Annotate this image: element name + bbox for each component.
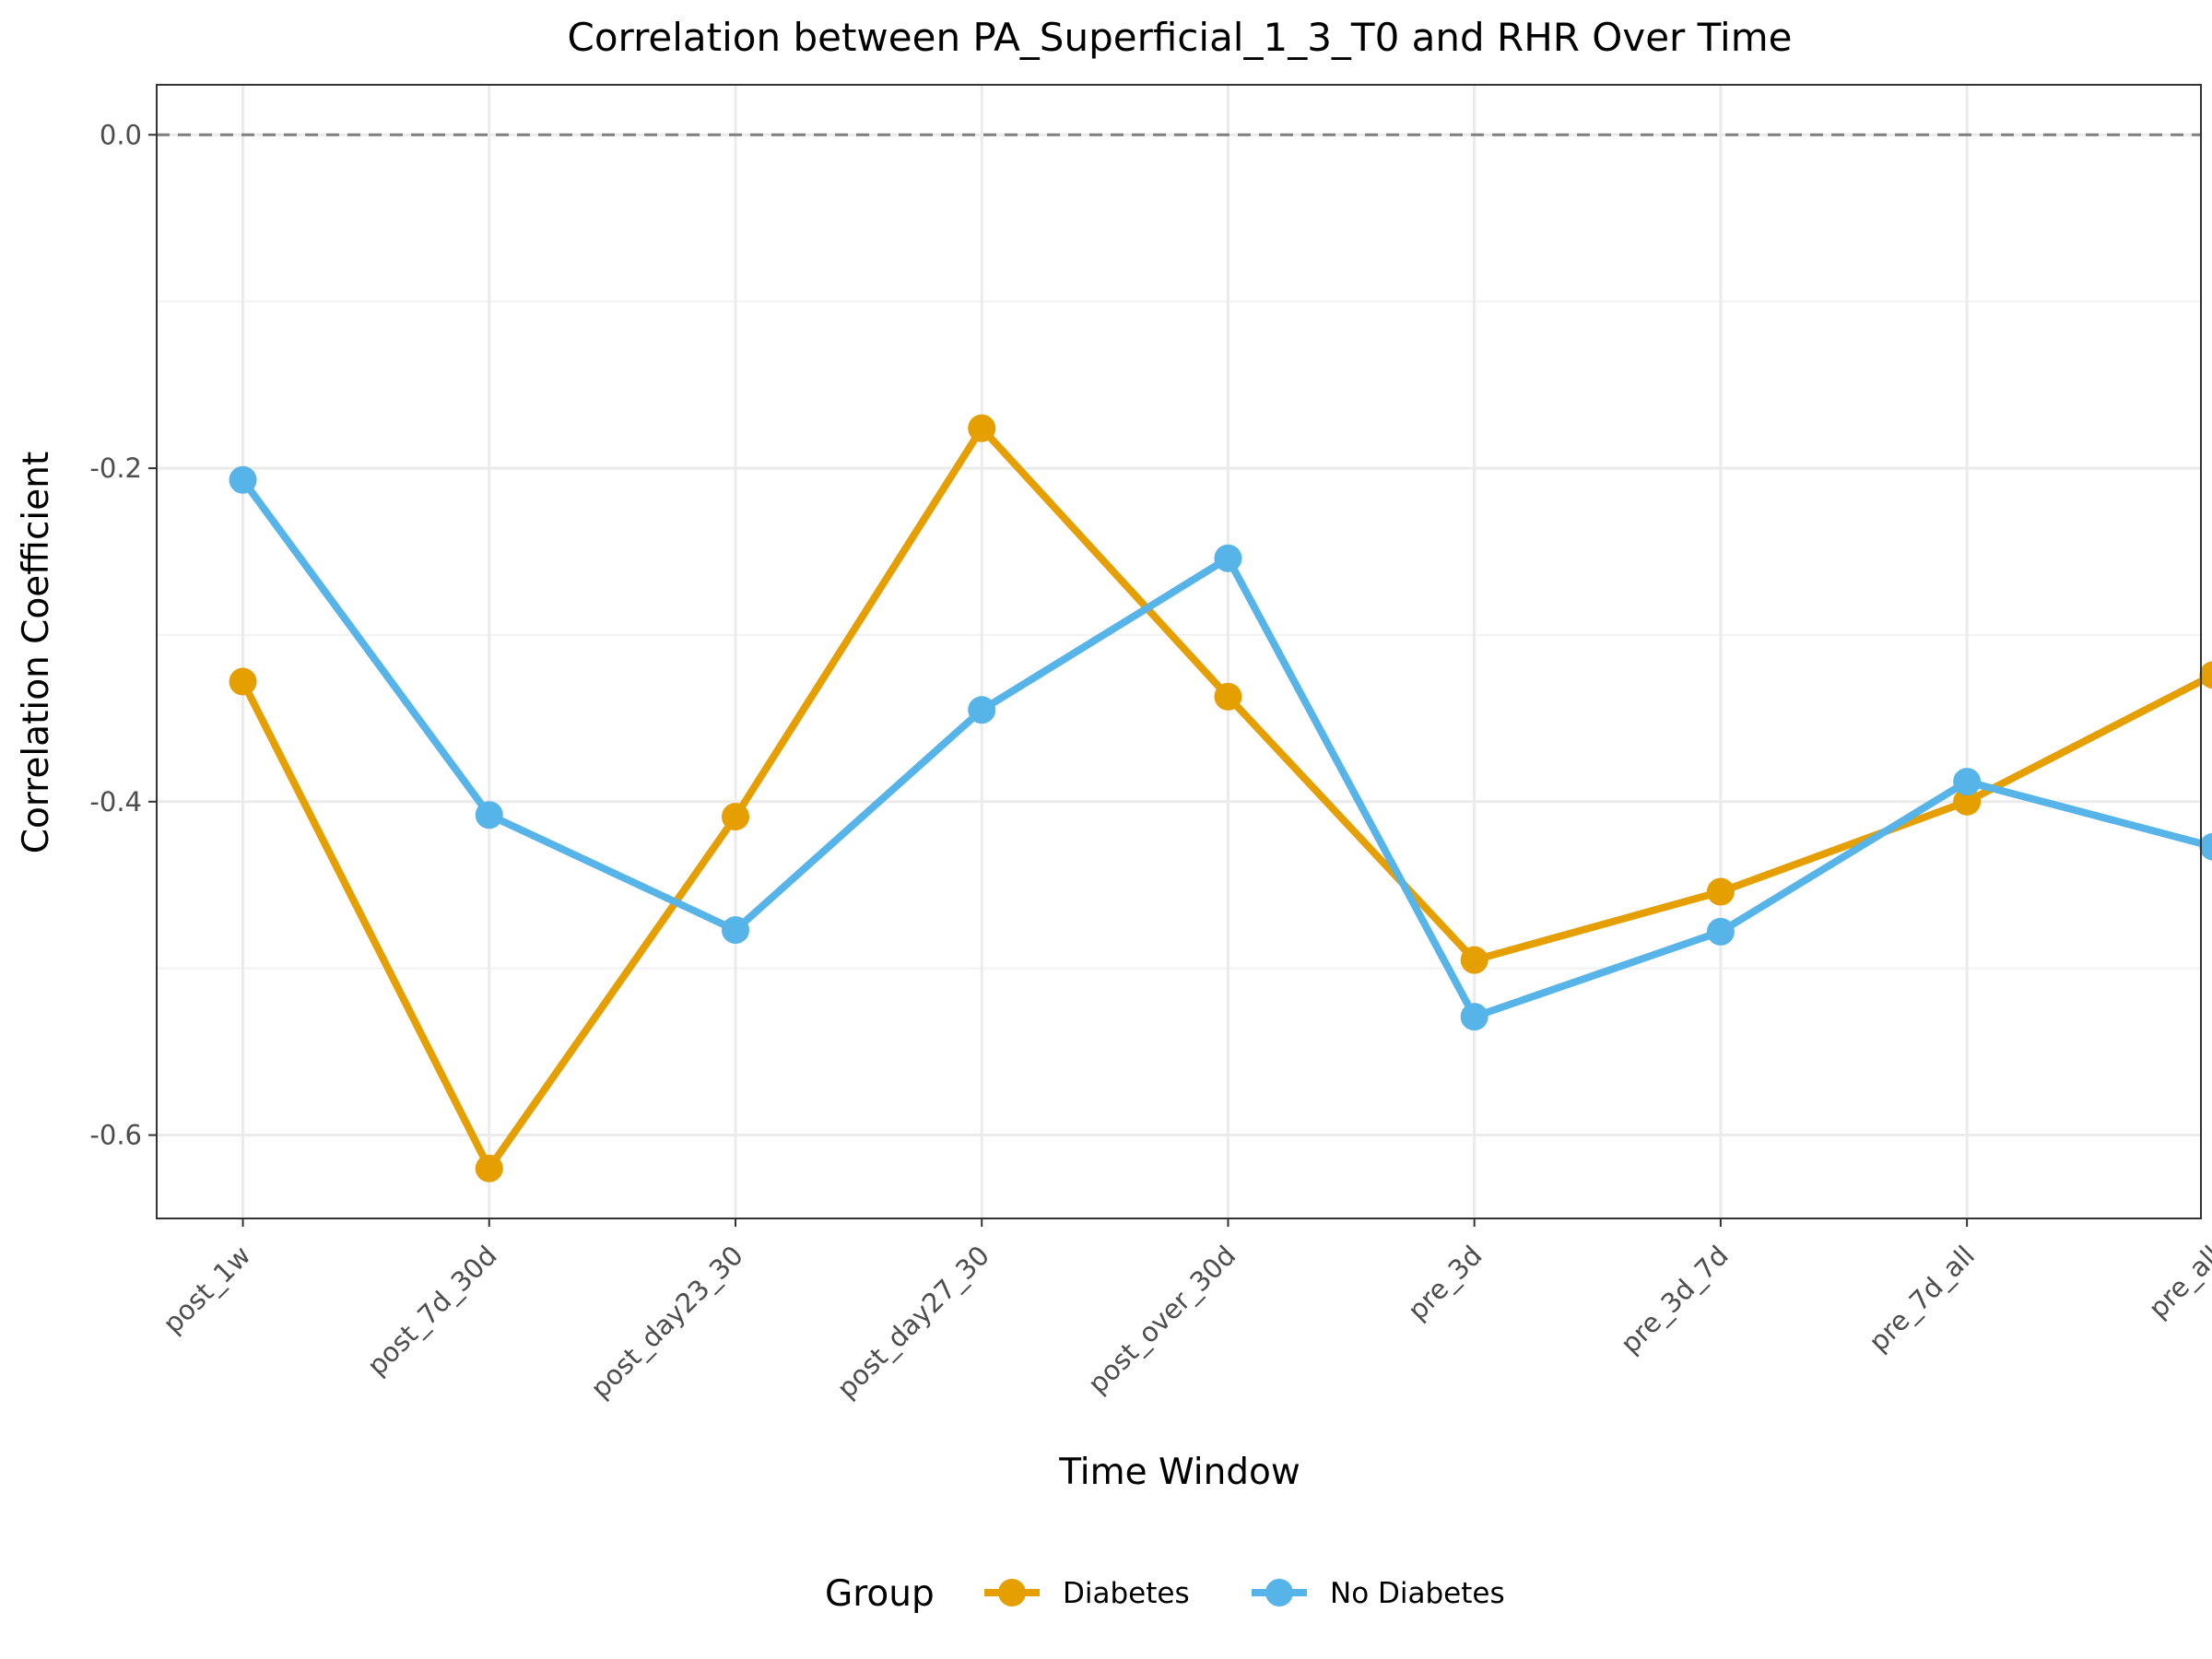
y-axis-ticks: 0.0 -0.2 -0.4 -0.6: [89, 119, 157, 1151]
data-point-no-diabetes: [2199, 832, 2212, 861]
data-point-no-diabetes: [1953, 768, 1982, 796]
legend: Group Diabetes No Diabetes: [825, 1573, 1505, 1615]
y-tick-label: -0.2: [89, 453, 142, 484]
x-axis-title: Time Window: [1058, 1452, 1300, 1493]
data-point-diabetes: [1953, 787, 1982, 816]
data-point-no-diabetes: [1706, 917, 1735, 946]
data-point-diabetes: [1460, 946, 1488, 974]
legend-title: Group: [825, 1573, 935, 1615]
legend-key-point-no-diabetes: [1265, 1579, 1293, 1606]
data-point-diabetes: [721, 803, 749, 831]
series-points: [229, 414, 2212, 1182]
legend-label-diabetes: Diabetes: [1063, 1577, 1190, 1610]
data-point-no-diabetes: [968, 696, 996, 724]
data-point-diabetes: [475, 1154, 503, 1182]
data-point-no-diabetes: [229, 465, 257, 494]
legend-items: Diabetes No Diabetes: [984, 1577, 1505, 1610]
chart-title: Correlation between PA_Superficial_1_3_T…: [568, 15, 1793, 60]
data-point-diabetes: [1706, 877, 1735, 906]
legend-key-point-diabetes: [998, 1579, 1026, 1606]
data-point-no-diabetes: [1460, 1003, 1488, 1031]
y-tick-label: 0.0: [100, 119, 142, 150]
plot-grid: [157, 85, 2212, 1218]
data-point-no-diabetes: [475, 801, 503, 830]
legend-label-no-diabetes: No Diabetes: [1330, 1577, 1505, 1610]
plot-panel: [157, 85, 2201, 1218]
data-point-diabetes: [229, 667, 257, 696]
data-point-diabetes: [2199, 661, 2212, 689]
data-point-no-diabetes: [1214, 544, 1242, 572]
data-point-diabetes: [1214, 682, 1242, 711]
data-point-no-diabetes: [721, 916, 749, 945]
data-point-diabetes: [968, 414, 996, 442]
y-tick-label: -0.6: [89, 1120, 142, 1151]
y-tick-label: -0.4: [89, 786, 142, 818]
plot-border: [156, 84, 2202, 1219]
y-axis-title: Correlation Coefficient: [16, 452, 57, 854]
